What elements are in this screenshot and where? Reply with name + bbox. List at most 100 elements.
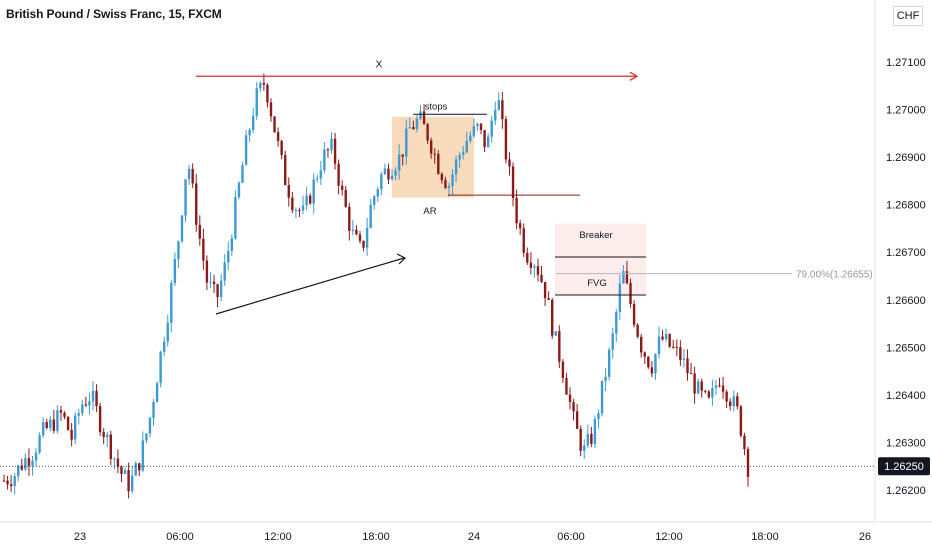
candle-body [700, 381, 703, 391]
candle-body [390, 175, 394, 180]
candle-body [219, 280, 223, 298]
candle-body [454, 159, 458, 175]
candle-body [682, 358, 686, 360]
candle-body [426, 124, 429, 141]
candle-body [558, 331, 561, 362]
candle-body [593, 419, 597, 444]
last-price-label: 1.26250 [884, 461, 924, 473]
candle-body [693, 373, 696, 394]
candle-body [647, 356, 650, 368]
candle-body [106, 434, 109, 438]
candle-body [344, 189, 347, 207]
candle-body [529, 262, 533, 268]
candle-body [543, 281, 547, 299]
candle-body [184, 179, 187, 216]
candle-body [686, 358, 689, 374]
candle-body [643, 352, 646, 357]
candle-body [326, 149, 330, 151]
candle-body [615, 311, 618, 334]
candle-body [433, 153, 436, 155]
candle-body [148, 417, 152, 434]
candle-body [572, 402, 575, 412]
candle-body [109, 434, 112, 460]
candle-body [511, 166, 515, 198]
candle-body [504, 119, 508, 160]
candle-body [604, 376, 607, 381]
candle-body [241, 165, 244, 183]
candle-body [123, 470, 127, 474]
candle-body [472, 126, 476, 136]
candle-body [440, 173, 444, 181]
candle-body [611, 333, 614, 350]
candle-body [704, 390, 707, 392]
candle-body [664, 334, 668, 340]
currency-button[interactable]: CHF [893, 6, 923, 26]
candle-body [45, 422, 48, 428]
candle-body [187, 168, 191, 180]
trendline-arrow-icon [396, 253, 407, 265]
y-tick-label: 1.26800 [886, 200, 926, 212]
candle-body [77, 413, 80, 416]
breaker-label: Breaker [579, 230, 612, 241]
candle-body [547, 298, 550, 300]
candle-body [66, 416, 70, 430]
candle-body [348, 206, 351, 231]
candle-body [20, 465, 23, 470]
candle-body [301, 205, 305, 211]
candle-body [330, 138, 333, 151]
candle-body [476, 123, 479, 127]
candle-body [401, 154, 404, 157]
y-tick-label: 1.27100 [886, 57, 926, 69]
candle-body [266, 84, 269, 103]
candle-body [483, 130, 486, 148]
candle-body [725, 391, 728, 402]
candle-body [198, 224, 201, 239]
candle-body [212, 281, 216, 285]
candle-body [707, 391, 711, 398]
candle-body [205, 260, 209, 283]
candle-body [732, 396, 735, 407]
candle-body [739, 406, 743, 436]
candle-body [73, 415, 77, 440]
candle-body [515, 197, 518, 224]
candle-body [145, 433, 148, 441]
candle-body [155, 383, 159, 403]
candle-body [273, 116, 276, 133]
x-tick-label: 24 [468, 531, 480, 543]
candle-body [81, 404, 84, 414]
y-tick-label: 1.26200 [886, 485, 926, 497]
last-price-tag [878, 457, 930, 476]
candle-body [714, 385, 718, 389]
candle-body [84, 404, 88, 406]
candle-body [31, 460, 34, 466]
y-tick-label: 1.26700 [886, 247, 926, 259]
candle-body [600, 380, 604, 414]
x-tick-label: 06:00 [557, 531, 585, 543]
candle-body [287, 185, 290, 198]
candle-body [369, 204, 372, 228]
candle-body [127, 470, 130, 492]
candle-body [419, 111, 422, 119]
candle-body [387, 168, 390, 180]
candle-body [152, 402, 155, 418]
candle-body [358, 234, 362, 241]
candle-body [312, 179, 315, 204]
candle-body [262, 82, 266, 85]
y-tick-label: 1.26600 [886, 295, 926, 307]
candle-body [308, 195, 312, 204]
candle-body [88, 401, 91, 406]
candle-body [195, 183, 198, 225]
candle-body [298, 209, 301, 211]
candle-body [95, 390, 98, 407]
candle-body [458, 154, 461, 160]
candle-body [479, 123, 483, 131]
candle-body [34, 452, 38, 461]
candle-body [451, 174, 454, 187]
candle-body [675, 346, 679, 348]
candle-body [38, 435, 41, 453]
x-tick-label: 12:00 [264, 531, 292, 543]
candle-body [24, 458, 27, 470]
candle-body [162, 341, 166, 352]
candle-body [362, 240, 365, 248]
